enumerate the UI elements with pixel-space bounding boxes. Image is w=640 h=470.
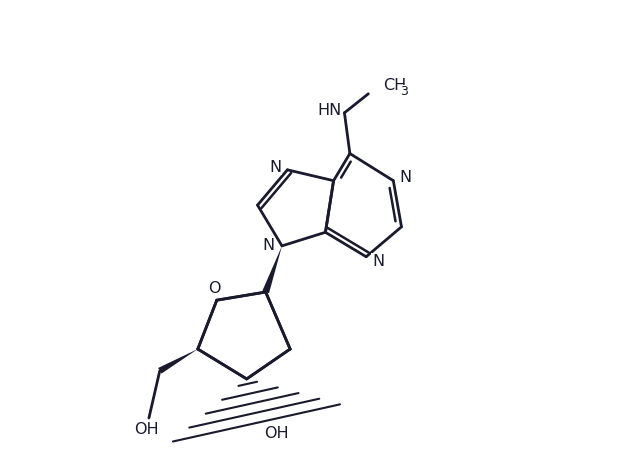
Text: N: N [269,160,282,175]
Text: CH: CH [383,78,407,93]
Text: O: O [208,281,220,296]
Polygon shape [158,349,198,374]
Polygon shape [262,246,282,293]
Text: OH: OH [264,426,289,441]
Text: HN: HN [317,102,341,118]
Text: N: N [399,171,412,186]
Text: N: N [372,254,384,268]
Text: 3: 3 [401,85,408,98]
Text: N: N [262,238,275,253]
Text: OH: OH [134,423,159,438]
